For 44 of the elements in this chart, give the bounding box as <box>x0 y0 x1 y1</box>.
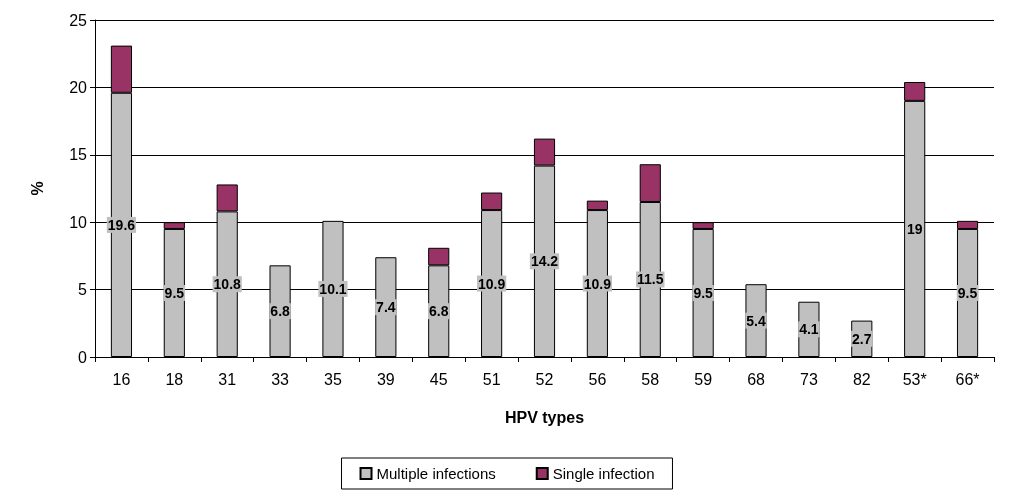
x-tick-label: 45 <box>429 370 448 388</box>
data-label: 2.7 <box>852 330 872 347</box>
x-tick-label: 53* <box>902 370 927 388</box>
data-label: 19 <box>906 220 923 237</box>
data-label: 10.1 <box>319 280 347 297</box>
x-tick-label: 35 <box>324 370 342 388</box>
y-tick-label: 5 <box>78 281 88 299</box>
data-label: 19.6 <box>107 216 136 233</box>
data-label: 7.4 <box>376 299 396 316</box>
data-label: 4.1 <box>799 321 819 338</box>
y-tick-label: 25 <box>69 11 88 29</box>
x-tick-label: 59 <box>694 370 713 388</box>
y-tick-label: 15 <box>69 146 88 164</box>
x-axis-title: HPV types <box>504 408 585 426</box>
y-tick-label: 20 <box>69 78 88 96</box>
x-tick-label: 31 <box>218 370 237 388</box>
x-tick-label: 16 <box>112 370 131 388</box>
x-tick-label: 58 <box>641 370 660 388</box>
x-tick-label: 52 <box>535 370 554 388</box>
data-label: 5.4 <box>746 312 766 329</box>
x-tick-label: 73 <box>800 370 818 388</box>
x-tick-label: 51 <box>482 370 501 388</box>
data-label: 10.9 <box>583 275 612 292</box>
data-label: 10.9 <box>477 275 506 292</box>
x-tick-label: 39 <box>376 370 395 388</box>
x-tick-label: 66* <box>955 370 980 388</box>
data-label: 9.5 <box>164 284 185 301</box>
x-tick-label: 56 <box>588 370 607 388</box>
data-label: 14.2 <box>530 253 559 270</box>
x-tick-label: 18 <box>165 370 184 388</box>
data-label: 10.8 <box>213 276 242 293</box>
x-tick-label: 33 <box>271 370 290 388</box>
data-label: 11.5 <box>637 271 664 288</box>
legend-label: Single infection <box>552 465 655 482</box>
data-label: 6.8 <box>270 303 291 320</box>
legend-label: Multiple infections <box>376 465 496 482</box>
y-tick-label: 10 <box>69 213 88 231</box>
data-label: 6.8 <box>429 303 449 320</box>
data-label: 9.5 <box>957 284 978 301</box>
y-tick-label: 0 <box>78 348 88 366</box>
y-axis-title: % <box>28 181 46 196</box>
x-tick-label: 82 <box>852 370 871 388</box>
x-tick-label: 68 <box>747 370 766 388</box>
data-label: 9.5 <box>693 284 714 301</box>
